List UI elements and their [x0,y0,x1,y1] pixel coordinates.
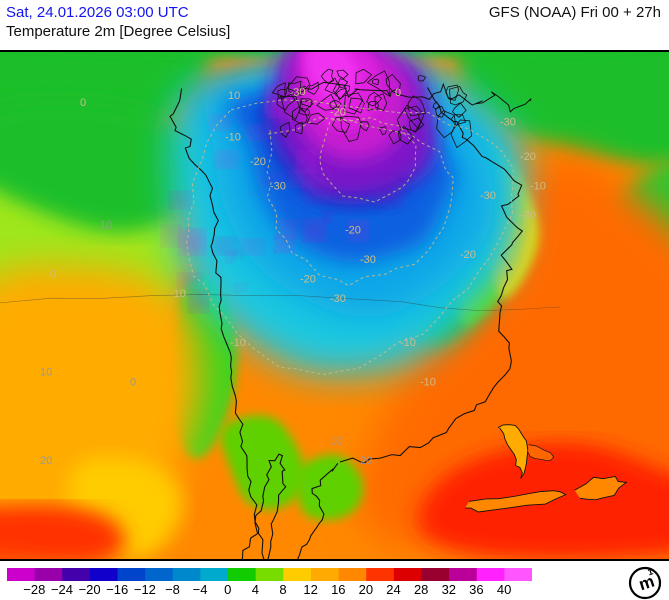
svg-text:-10: -10 [530,180,546,192]
svg-text:-20: -20 [300,274,316,286]
svg-text:-20: -20 [460,249,476,261]
svg-text:-30: -30 [500,117,516,129]
svg-text:-30: -30 [289,86,306,99]
svg-text:-30: -30 [330,293,346,305]
svg-text:-30: -30 [270,180,286,192]
svg-text:-10: -10 [170,288,186,300]
svg-text:-10: -10 [400,337,416,349]
svg-text:-20: -20 [250,156,266,168]
svg-text:-10: -10 [230,337,246,349]
svg-text:-20: -20 [345,225,361,237]
svg-text:-20: -20 [520,210,536,222]
svg-text:0: 0 [130,377,136,389]
svg-text:10: 10 [100,220,112,232]
svg-text:-20: -20 [520,151,536,163]
svg-text:0: 0 [80,97,86,109]
svg-text:10: 10 [330,435,342,447]
svg-text:-30: -30 [480,190,496,202]
svg-text:20: 20 [40,455,52,467]
svg-text:0: 0 [395,87,401,99]
svg-text:-20: -20 [330,107,346,119]
svg-text:0: 0 [50,269,56,281]
svg-text:-10: -10 [420,377,436,389]
svg-text:10: 10 [228,90,240,102]
svg-text:-10: -10 [225,131,241,143]
svg-text:-30: -30 [360,254,376,266]
svg-text:10: 10 [40,367,52,379]
svg-text:20: 20 [360,455,372,467]
